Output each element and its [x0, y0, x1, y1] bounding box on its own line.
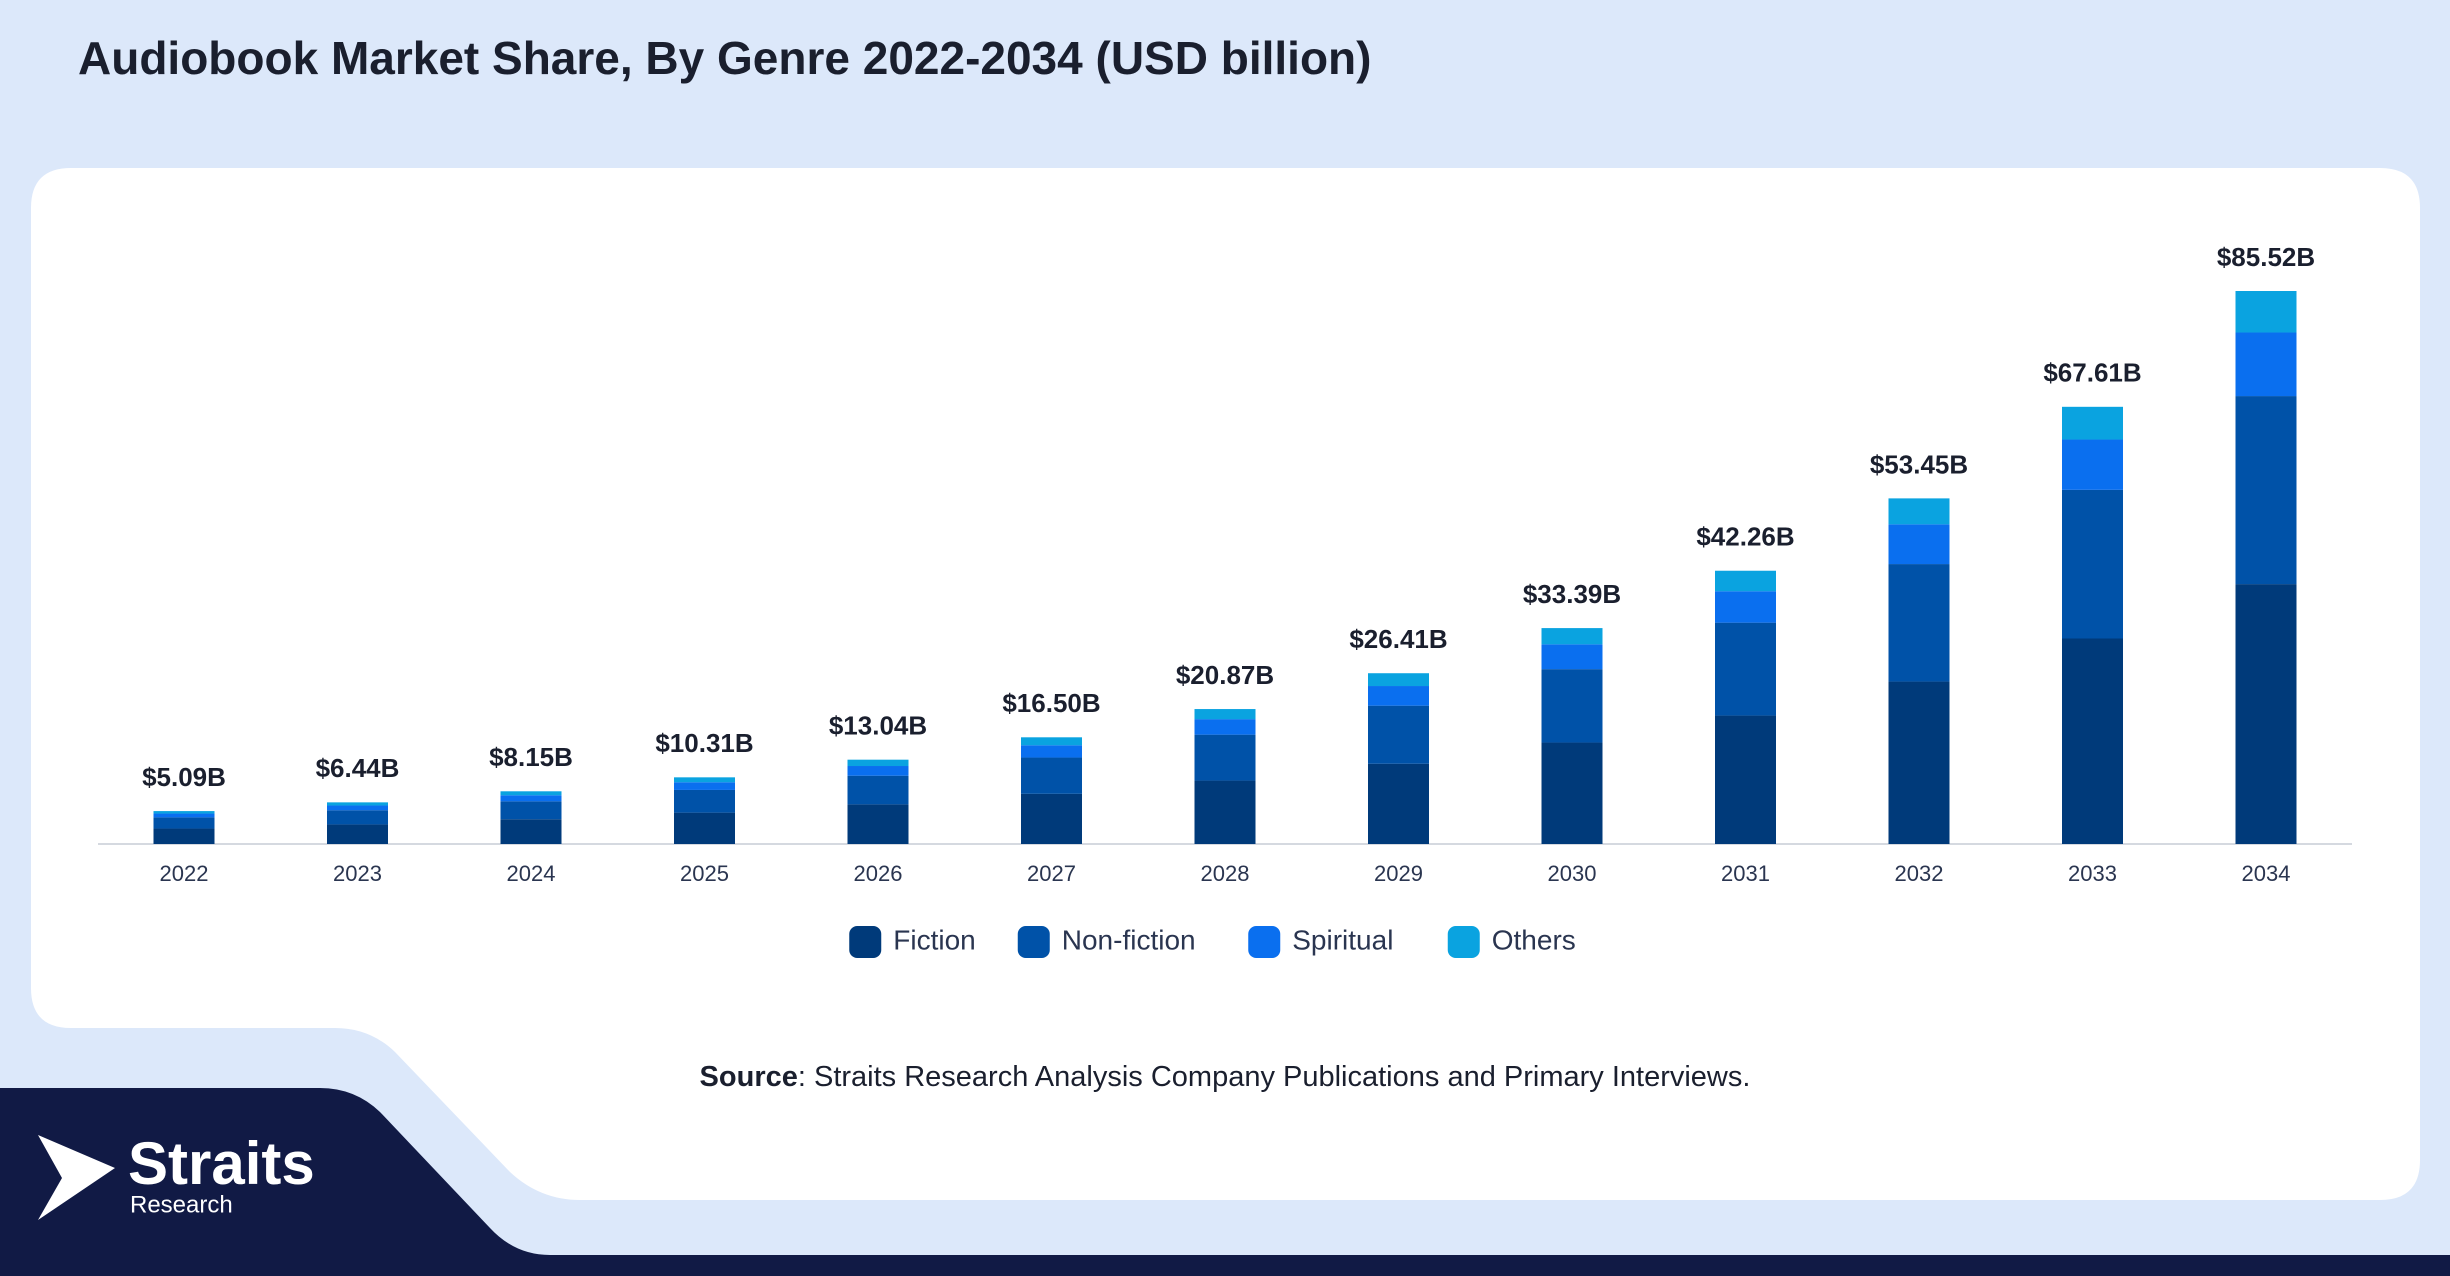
bar-segment [674, 789, 735, 813]
bar-segment [1194, 719, 1256, 735]
x-tick-label: 2024 [507, 861, 556, 886]
bar-segment [847, 804, 909, 844]
bar-segment [1368, 673, 1429, 687]
bar-segment [500, 795, 562, 802]
x-tick-label: 2023 [333, 861, 382, 886]
x-tick-label: 2026 [854, 861, 903, 886]
chart-title: Audiobook Market Share, By Genre 2022-20… [78, 32, 1371, 84]
bar-segment [500, 801, 562, 820]
legend-label: Others [1492, 924, 1576, 955]
x-tick-label: 2033 [2068, 861, 2117, 886]
x-tick-label: 2027 [1027, 861, 1076, 886]
bar-segment [153, 817, 215, 829]
bar-segment [1888, 524, 1950, 565]
x-tick-label: 2030 [1548, 861, 1597, 886]
logo-name: Straits [128, 1130, 315, 1197]
bar-segment [153, 828, 215, 844]
bar-segment [327, 810, 388, 825]
bar-segment [327, 802, 388, 806]
card [31, 168, 2420, 1200]
bar-segment [327, 805, 388, 811]
total-label: $26.41B [1349, 624, 1447, 654]
bar-segment [1715, 591, 1776, 623]
total-label: $13.04B [829, 711, 927, 741]
bar-segment [1194, 709, 1256, 720]
bar-segment [674, 812, 735, 844]
total-label: $53.45B [1870, 449, 1968, 479]
bar-segment [1194, 780, 1256, 844]
bar-segment [2062, 489, 2123, 639]
legend-swatch [1017, 926, 1050, 958]
legend-swatch [849, 926, 882, 958]
logo-sub: Research [130, 1191, 233, 1218]
total-label: $20.87B [1176, 660, 1274, 690]
total-label: $16.50B [1002, 688, 1100, 718]
legend-label: Non-fiction [1062, 924, 1196, 955]
x-tick-label: 2032 [1895, 861, 1944, 886]
bar-segment [2235, 332, 2297, 397]
bar-segment [1888, 681, 1950, 844]
bar-segment [2062, 638, 2123, 844]
x-tick-label: 2025 [680, 861, 729, 886]
bar-segment [1368, 686, 1429, 706]
logo-icon [38, 1135, 115, 1220]
x-tick-label: 2022 [160, 861, 209, 886]
bar-segment [1021, 757, 1082, 794]
x-tick-label: 2031 [1721, 861, 1770, 886]
bar-segment [1541, 628, 1603, 645]
total-label: $33.39B [1523, 579, 1621, 609]
legend-label: Spiritual [1292, 924, 1393, 955]
bar-segment [500, 819, 562, 844]
legend-swatch [1447, 926, 1480, 958]
total-label: $5.09B [142, 762, 226, 792]
bar-segment [327, 824, 388, 844]
bar-segment [1715, 570, 1776, 592]
bar-segment [1368, 705, 1429, 764]
total-label: $67.61B [2043, 358, 2141, 388]
bar-segment [1541, 644, 1603, 670]
bar-segment [2235, 291, 2297, 333]
bar-segment [1021, 745, 1082, 758]
x-tick-label: 2029 [1374, 861, 1423, 886]
bar-segment [1021, 737, 1082, 746]
bar-segment [1541, 669, 1603, 743]
bar-segment [674, 777, 735, 783]
bar-segment [1715, 715, 1776, 844]
bar-segment [1541, 742, 1603, 844]
source-text: : Straits Research Analysis Company Publ… [798, 1061, 1751, 1093]
bar-segment [847, 775, 909, 805]
total-label: $6.44B [316, 753, 400, 783]
legend-label: Fiction [893, 924, 975, 955]
total-label: $10.31B [655, 728, 753, 758]
source-note: Source: Straits Research Analysis Compan… [700, 1061, 1751, 1093]
bar-segment [1715, 622, 1776, 716]
bar-segment [2235, 396, 2297, 585]
x-tick-label: 2028 [1201, 861, 1250, 886]
bar-segment [1888, 498, 1950, 525]
bar-segment [500, 791, 562, 796]
bar-segment [847, 766, 909, 776]
bar-segment [847, 759, 909, 767]
bar-segment [2062, 406, 2123, 440]
total-label: $85.52B [2217, 242, 2315, 272]
bar-segment [674, 782, 735, 790]
bar-segment [153, 813, 215, 818]
bar-segment [1021, 793, 1082, 844]
bar-segment [2235, 584, 2297, 844]
bar-segment [2062, 439, 2123, 490]
source-label: Source [700, 1061, 798, 1093]
legend-swatch [1248, 926, 1281, 958]
bar-segment [1368, 763, 1429, 844]
footer-shape [0, 1088, 2450, 1276]
bar-segment [153, 811, 215, 814]
total-label: $42.26B [1696, 522, 1794, 552]
bar-segment [1194, 734, 1256, 781]
x-tick-label: 2034 [2242, 861, 2291, 886]
total-label: $8.15B [489, 742, 573, 772]
bar-segment [1888, 564, 1950, 682]
